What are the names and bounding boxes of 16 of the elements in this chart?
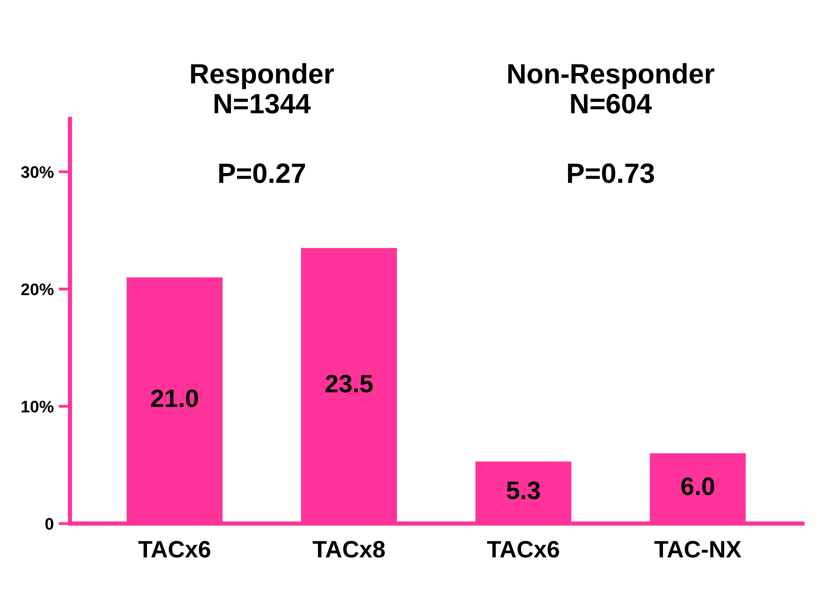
annotation: P=0.27 xyxy=(219,163,305,184)
data-label: 21.0 xyxy=(151,389,198,408)
y-tick-label: 30% xyxy=(21,166,54,178)
x-tick-label: TACx8 xyxy=(312,540,385,558)
y-tick-label: 0 xyxy=(45,518,54,530)
x-tick-label: TACx6 xyxy=(487,540,560,558)
y-tick-label: 20% xyxy=(21,283,54,296)
data-label: 5.3 xyxy=(506,482,540,500)
data-label: 23.5 xyxy=(326,374,373,393)
text: Non-Responder N=604 xyxy=(508,63,714,114)
x-tick-label: TACx6 xyxy=(138,540,210,558)
data-label: 6.0 xyxy=(681,477,714,496)
y-tick-label: 10% xyxy=(22,400,54,413)
annotation: P=0.73 xyxy=(568,163,654,184)
x-tick-label: TAC-NX xyxy=(654,540,742,558)
text: Responder N=1344 xyxy=(191,63,334,114)
